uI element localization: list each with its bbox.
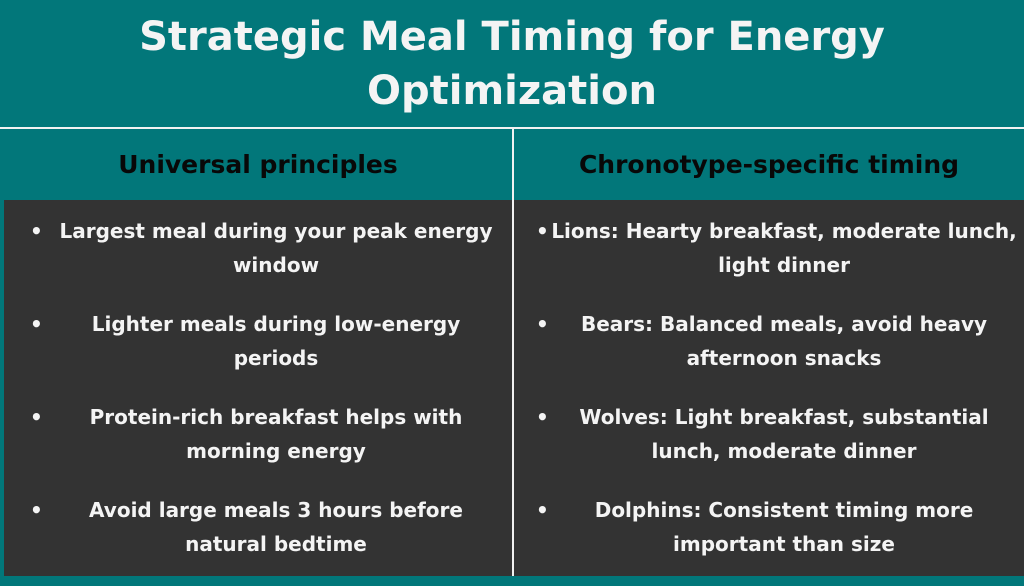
chronotype-timing-list: • Lions: Hearty breakfast, moderate lunch…: [514, 200, 1024, 586]
bullet-icon: •: [30, 312, 43, 336]
column-heading-universal: Universal principles: [118, 150, 398, 179]
list-item: • Lighter meals during low-energy periods: [4, 307, 512, 400]
list-item: • Dolphins: Consistent timing more import…: [514, 493, 1024, 586]
bullet-icon: •: [30, 405, 43, 429]
list-item: • Largest meal during your peak energy wi…: [4, 214, 512, 307]
bullet-icon: •: [536, 498, 549, 522]
list-item: • Bears: Balanced meals, avoid heavy afte…: [514, 307, 1024, 400]
list-item: • Wolves: Light breakfast, substantial lu…: [514, 400, 1024, 493]
page-title: Strategic Meal Timing for Energy Optimiz…: [139, 13, 885, 114]
list-item: • Lions: Hearty breakfast, moderate lunch…: [514, 214, 1024, 307]
list-item: • Avoid large meals 3 hours before natura…: [4, 493, 512, 586]
bullet-icon: •: [30, 219, 43, 243]
list-item: • Protein-rich breakfast helps with morni…: [4, 400, 512, 493]
title-divider: [0, 127, 1024, 129]
bullet-icon: •: [536, 219, 549, 243]
column-divider: [512, 129, 514, 576]
column-heading-chronotype: Chronotype-specific timing: [578, 150, 960, 179]
bullet-icon: •: [536, 405, 549, 429]
bullet-icon: •: [536, 312, 549, 336]
universal-principles-panel: • Largest meal during your peak energy wi…: [4, 200, 512, 576]
bullet-icon: •: [30, 498, 43, 522]
chronotype-timing-panel: • Lions: Hearty breakfast, moderate lunch…: [514, 200, 1024, 576]
universal-principles-list: • Largest meal during your peak energy wi…: [4, 200, 512, 586]
